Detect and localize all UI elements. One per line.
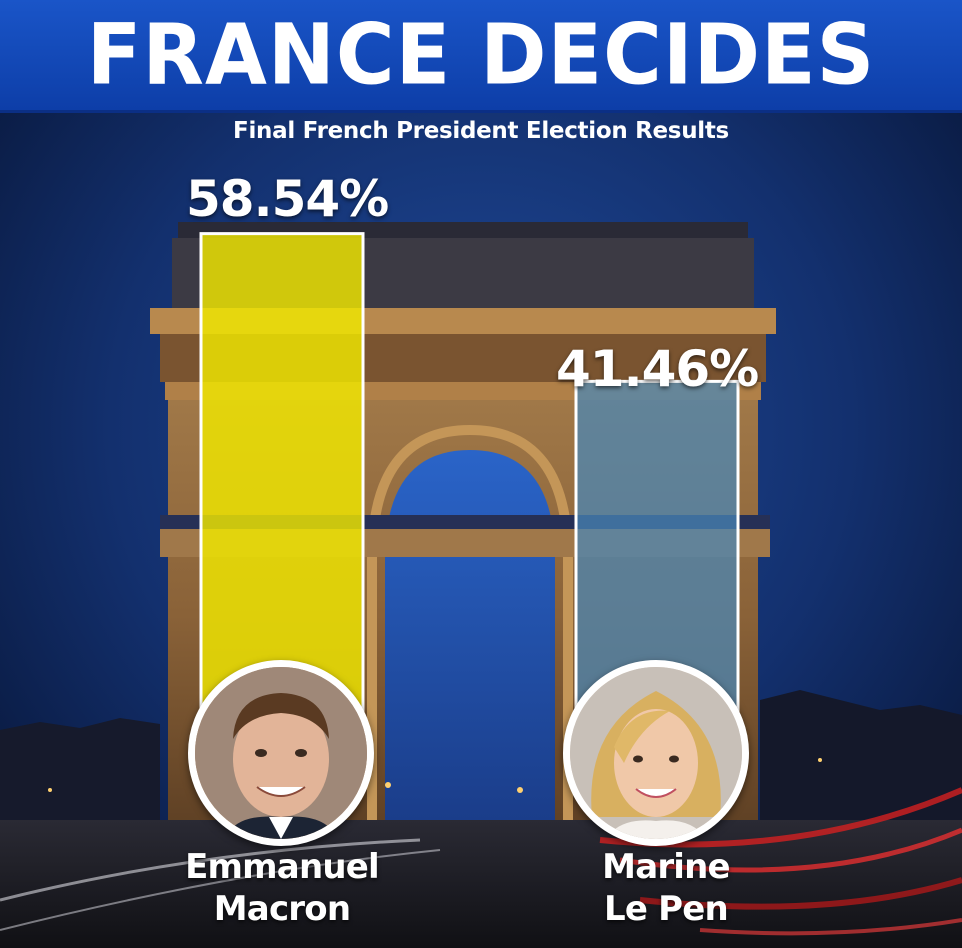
chart-title: Final French President Election Results — [233, 118, 729, 144]
macron-last-name: Macron — [213, 889, 351, 929]
macron-bar — [199, 232, 365, 742]
macron-first-name: Emmanuel — [185, 847, 380, 887]
le-pen-avatar — [563, 660, 749, 846]
header-title: FRANCE DECIDES — [86, 5, 876, 104]
macron-avatar — [188, 660, 374, 846]
woman-portrait-icon — [570, 667, 742, 839]
le-pen-name-label: Marine Le Pen — [546, 846, 786, 930]
le-pen-value-label: 41.46% — [556, 340, 759, 398]
macron-value-label: 58.54% — [186, 170, 389, 228]
man-portrait-icon — [195, 667, 367, 839]
le-pen-last-name: Le Pen — [604, 889, 729, 929]
macron-name-label: Emmanuel Macron — [162, 846, 402, 930]
le-pen-first-name: Marine — [602, 847, 730, 887]
header-banner: FRANCE DECIDES — [0, 0, 962, 113]
